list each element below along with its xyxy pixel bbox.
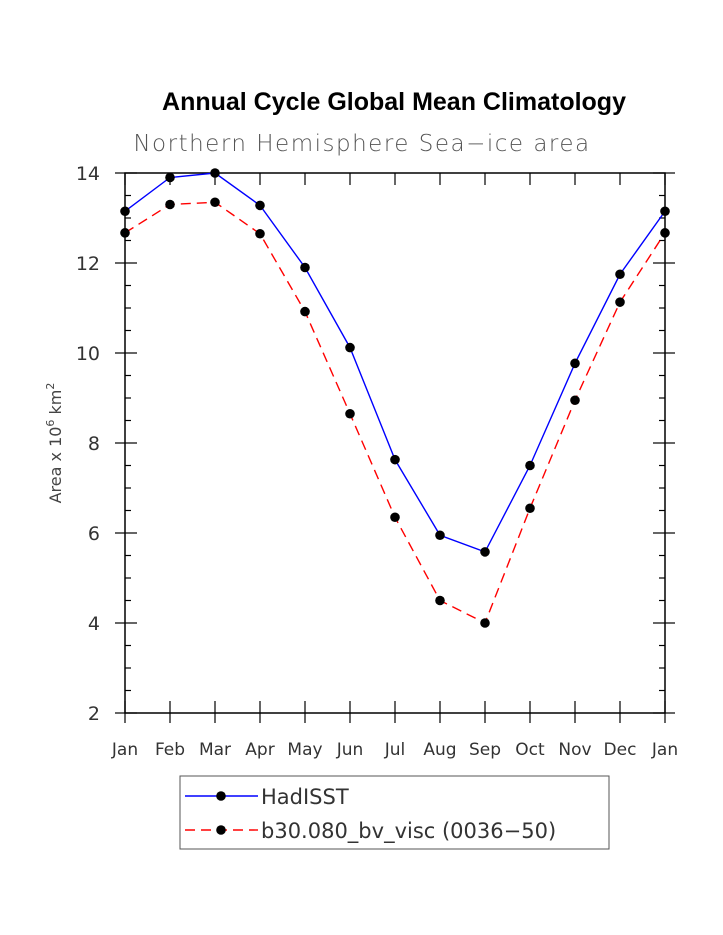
y-axis-label: Area x 106 km2 (44, 383, 65, 504)
data-point (435, 595, 445, 606)
legend-box (179, 775, 610, 850)
x-tick-label: Mar (199, 740, 231, 760)
legend-label: b30.080_bv_visc (0036−50) (261, 819, 556, 844)
data-point (570, 395, 580, 406)
series-line (124, 172, 666, 553)
x-tick-label: Oct (515, 740, 545, 760)
chart-subtitle: Northern Hemisphere Sea−ice area (133, 131, 590, 157)
data-point (255, 200, 265, 211)
y-tick-label: 2 (88, 703, 100, 725)
data-point (120, 206, 130, 217)
legend-label: HadISST (261, 785, 349, 809)
data-point (165, 172, 175, 183)
series-group (120, 197, 670, 628)
x-tick-label: Jun (336, 740, 364, 760)
data-point (615, 269, 625, 280)
plot-frame (124, 172, 666, 714)
data-point (660, 228, 670, 238)
x-tick-labels: Jan Feb Mar Apr May Jun Jul Aug Sep Oct Nov Dec Jan (111, 740, 678, 760)
x-tick-label: Jan (111, 740, 138, 760)
y-tick-label: 14 (76, 163, 100, 185)
x-tick-label: Aug (423, 740, 456, 760)
chart-title: Annual Cycle Global Mean Climatology (162, 88, 626, 116)
data-point (300, 262, 310, 273)
data-point (390, 512, 400, 523)
data-point (255, 228, 265, 239)
series-line (124, 201, 666, 624)
series-group (120, 168, 670, 557)
x-tick-label: Dec (604, 740, 637, 760)
axis-ticks (115, 172, 675, 723)
data-point (390, 454, 400, 465)
x-tick-label: May (287, 740, 322, 760)
data-point (660, 206, 670, 217)
data-point (300, 306, 310, 317)
y-tick-labels: 2 4 6 8 10 12 14 (76, 163, 100, 725)
x-tick-label: Jul (384, 740, 406, 760)
data-point (210, 168, 220, 178)
x-tick-label: Apr (245, 740, 274, 760)
data-point (210, 197, 220, 208)
data-point (525, 460, 535, 471)
x-tick-label: Feb (155, 740, 185, 760)
legend-items: HadISST b30.080_bv_visc (0036−50) (185, 785, 556, 844)
data-point (120, 228, 130, 238)
data-point (615, 297, 625, 307)
data-point (165, 199, 175, 210)
data-point (345, 408, 355, 419)
data-point (435, 530, 445, 541)
y-tick-label: 12 (76, 253, 100, 275)
y-tick-label: 4 (88, 613, 100, 635)
y-tick-label: 8 (88, 433, 100, 455)
x-tick-label: Jan (651, 740, 678, 760)
data-point (480, 618, 490, 628)
legend-marker (216, 825, 226, 835)
data-point (570, 358, 580, 369)
x-tick-label: Sep (469, 740, 501, 760)
series-layer (120, 168, 670, 628)
y-tick-label: 10 (76, 343, 100, 365)
y-tick-label: 6 (88, 523, 100, 545)
data-point (480, 547, 490, 557)
x-tick-label: Nov (558, 740, 591, 760)
data-point (525, 503, 535, 514)
legend-marker (216, 791, 226, 801)
legend: HadISST b30.080_bv_visc (0036−50) (179, 775, 610, 850)
data-point (345, 342, 355, 353)
